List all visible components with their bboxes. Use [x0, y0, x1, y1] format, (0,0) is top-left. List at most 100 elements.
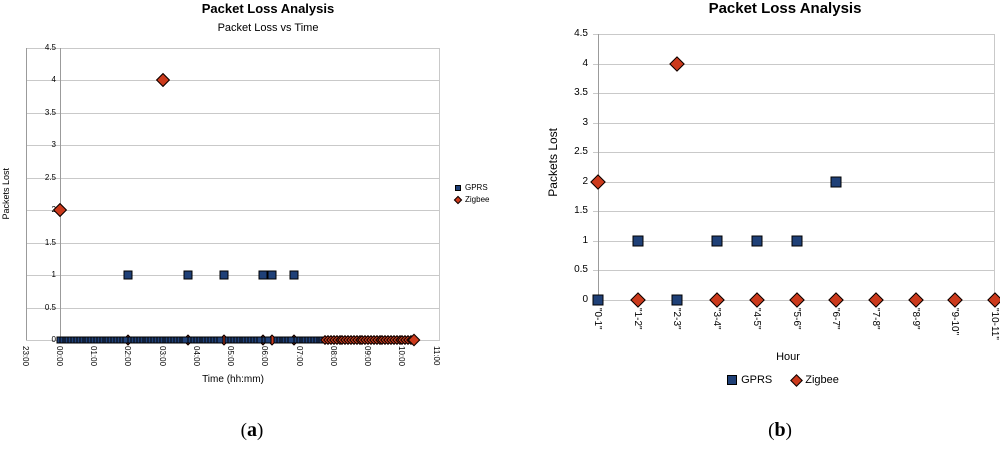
y-tick-label: 2	[26, 205, 56, 214]
h-gridline	[26, 275, 440, 277]
y-tick-label: 0	[51, 335, 56, 344]
legend-b-gprs-label: GPRS	[741, 374, 773, 386]
caption-b: (b)	[768, 419, 792, 441]
x-tick-label: 01:00	[89, 346, 99, 367]
y-axis-line	[598, 34, 599, 300]
h-gridline	[593, 152, 995, 154]
zigbee-point	[156, 73, 171, 88]
zigbee-point	[629, 292, 646, 308]
panel-a-title: Packet Loss Analysis	[201, 1, 335, 16]
x-tick-label: "7-8"	[869, 308, 881, 330]
gprs-point	[264, 336, 272, 344]
y-tick-label: 3	[51, 140, 56, 150]
chart-panel-a: Packet Loss Analysis Packet Loss vs Time…	[1, 1, 490, 441]
zigbee-point	[669, 55, 686, 72]
zigbee-point	[868, 292, 884, 308]
h-gridline	[26, 210, 440, 212]
x-tick-label: "0-1"	[592, 308, 603, 330]
zigbee-point	[987, 292, 1000, 308]
h-gridline	[26, 80, 440, 82]
plot-border-right	[994, 34, 995, 300]
gprs-point	[123, 270, 133, 280]
x-tick-label: 23:00	[20, 346, 30, 367]
x-tick-label: "5-6"	[790, 308, 802, 330]
zigbee-point	[947, 292, 964, 308]
gprs-point	[671, 294, 683, 306]
h-gridline	[26, 177, 440, 179]
x-tick-label: 07:00	[294, 346, 304, 367]
y-axis-line	[60, 48, 61, 340]
zigbee-point	[709, 292, 725, 308]
panel-a-subtitle: Packet Loss vs Time	[217, 22, 319, 34]
x-tick-label: "8-9"	[909, 308, 921, 330]
x-tick-label: 11:00	[431, 346, 441, 366]
gprs-point	[791, 235, 802, 247]
gprs-point	[289, 270, 299, 280]
zigbee-diamond-icon	[790, 373, 804, 387]
legend-b: GPRS Zigbee	[598, 373, 968, 387]
y-tick-label: 2.5	[574, 146, 588, 158]
gprs-point	[219, 270, 229, 280]
y-tick-label: 0.5	[44, 302, 56, 312]
x-tick-label: 03:00	[157, 346, 167, 367]
h-gridline	[26, 307, 440, 309]
panel-b-x-axis-title: Hour	[776, 351, 800, 363]
x-tick-label: 00:00	[54, 346, 64, 367]
h-gridline	[26, 242, 440, 244]
legend-b-zigbee-item: Zigbee	[790, 373, 839, 387]
gprs-square-icon	[455, 184, 461, 191]
y-tick-label: 3	[582, 116, 588, 128]
h-gridline	[593, 122, 995, 124]
chart-panel-b: Packet Loss Analysis Packets Lost 0 0.5 1 1…	[510, 0, 1000, 450]
legend-b-zigbee-label: Zigbee	[805, 374, 839, 386]
y-tick-label: 0	[582, 294, 588, 305]
plot-border-right	[439, 48, 440, 340]
y-tick-label: 3.5	[44, 107, 56, 117]
gprs-square-icon	[727, 375, 738, 385]
y-tick-label: 2	[582, 175, 588, 187]
zigbee-point	[749, 292, 765, 308]
y-tick-label: 3.5	[574, 87, 588, 99]
panel-b-title: Packet Loss Analysis	[708, 0, 862, 17]
x-tick-label: 04:00	[191, 346, 201, 367]
h-gridline	[593, 181, 995, 183]
x-tick-label: "1-2"	[631, 308, 643, 330]
y-tick-label: 1.5	[44, 237, 56, 247]
x-tick-label: "4-5"	[750, 308, 762, 330]
h-gridline	[26, 145, 440, 147]
x-tick-label: 02:00	[123, 346, 133, 367]
gprs-point	[751, 235, 763, 247]
legend-a-zigbee-item: Zigbee	[453, 195, 490, 204]
gprs-point	[216, 336, 224, 344]
legend-a: GPRS Zigbee	[453, 183, 490, 204]
gprs-point	[592, 294, 604, 306]
h-gridline	[593, 93, 995, 95]
x-tick-label: 06:00	[260, 346, 270, 367]
zigbee-point	[828, 292, 844, 308]
y-tick-label: 1.5	[574, 205, 588, 217]
zigbee-point	[788, 292, 805, 308]
y-tick-label: 4	[51, 75, 56, 85]
y-tick-label: 1	[582, 234, 588, 246]
legend-a-gprs-item: GPRS	[455, 183, 489, 192]
h-gridline	[593, 211, 995, 213]
y-tick-label: 1	[51, 270, 56, 280]
gprs-point	[183, 270, 193, 280]
y-tick-label: 0.5	[574, 264, 588, 276]
h-gridline	[593, 270, 995, 272]
x-tick-label: 08:00	[328, 346, 338, 367]
y-tick-label: 4.5	[574, 28, 588, 39]
x-tick-label: "3-4"	[711, 308, 723, 330]
legend-a-zigbee-label: Zigbee	[465, 195, 490, 204]
zigbee-diamond-icon	[453, 195, 463, 204]
h-gridline	[593, 63, 995, 65]
x-tick-label: 10:00	[397, 346, 407, 367]
x-tick-label: "2-3"	[671, 308, 683, 330]
panel-a-x-axis-title: Time (hh:mm)	[202, 374, 264, 385]
panel-a-y-axis-title: Packets Lost	[1, 168, 11, 220]
x-tick-label: "6-7"	[830, 308, 842, 330]
plot-border-left	[26, 48, 27, 340]
h-gridline	[593, 34, 995, 35]
h-gridline	[26, 48, 440, 49]
